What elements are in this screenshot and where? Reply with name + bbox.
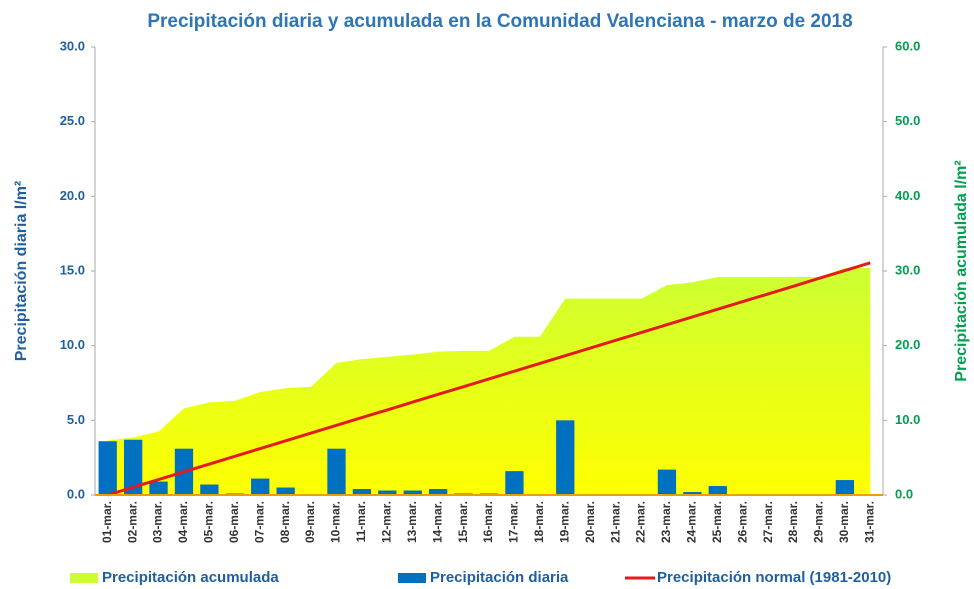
bar bbox=[327, 448, 346, 495]
y2-tick-label: 0.0 bbox=[895, 486, 913, 501]
bar bbox=[429, 489, 448, 495]
y-tick-label: 20.0 bbox=[60, 188, 85, 203]
x-tick-label: 30-mar. bbox=[837, 501, 851, 543]
y2-tick-label: 20.0 bbox=[895, 337, 920, 352]
legend-label: Precipitación normal (1981-2010) bbox=[657, 569, 891, 586]
x-tick-label: 11-mar. bbox=[354, 501, 368, 542]
x-tick-label: 15-mar. bbox=[456, 501, 470, 543]
bar bbox=[276, 487, 295, 495]
bar bbox=[200, 484, 219, 495]
bar bbox=[835, 480, 855, 495]
y2-axis-label: Precipitación acumulada l/m² bbox=[953, 160, 970, 381]
y-axis-label: Precipitación diaria l/m² bbox=[13, 181, 30, 362]
bar bbox=[98, 441, 117, 495]
x-tick-label: 13-mar. bbox=[405, 501, 419, 543]
x-tick-label: 27-mar. bbox=[761, 501, 775, 543]
bar bbox=[378, 490, 397, 495]
bar bbox=[683, 492, 702, 495]
bar bbox=[556, 420, 575, 495]
x-tick-label: 07-mar. bbox=[252, 501, 266, 543]
y2-tick-label: 40.0 bbox=[895, 188, 920, 203]
x-tick-label: 05-mar. bbox=[202, 501, 216, 543]
x-tick-label: 26-mar. bbox=[735, 501, 749, 543]
x-tick-label: 17-mar. bbox=[507, 501, 521, 543]
y-tick-label: 15.0 bbox=[60, 262, 85, 277]
bar bbox=[657, 469, 677, 495]
y2-tick-label: 10.0 bbox=[895, 412, 920, 427]
line bbox=[107, 261, 871, 497]
y2-tick-label: 50.0 bbox=[895, 113, 920, 128]
x-tick-label: 22-mar. bbox=[634, 501, 648, 543]
legend-swatch bbox=[70, 573, 98, 583]
bar bbox=[251, 478, 270, 495]
x-tick-label: 12-mar. bbox=[379, 501, 393, 543]
y-tick-label: 0.0 bbox=[67, 486, 85, 501]
legend-label: Precipitación acumulada bbox=[102, 569, 279, 586]
x-tick-label: 01-mar. bbox=[100, 501, 114, 543]
x-tick-label: 28-mar. bbox=[786, 501, 800, 543]
x-tick-label: 02-mar. bbox=[125, 501, 139, 543]
x-tick-label: 21-mar. bbox=[608, 501, 622, 543]
x-tick-label: 19-mar. bbox=[557, 501, 571, 543]
y-tick-label: 25.0 bbox=[60, 113, 85, 128]
y-tick-label: 10.0 bbox=[60, 337, 85, 352]
chart-title: Precipitación diaria y acumulada en la C… bbox=[147, 11, 852, 32]
x-tick-label: 18-mar. bbox=[532, 501, 546, 543]
bar bbox=[123, 439, 143, 495]
x-tick-label: 10-mar. bbox=[329, 501, 343, 543]
y2-tick-label: 30.0 bbox=[895, 262, 920, 277]
y-tick-label: 5.0 bbox=[67, 412, 85, 427]
y2-tick-label: 60.0 bbox=[895, 38, 920, 53]
x-tick-label: 20-mar. bbox=[583, 501, 597, 543]
x-tick-label: 03-mar. bbox=[151, 501, 165, 543]
x-tick-label: 16-mar. bbox=[481, 501, 495, 543]
legend-swatch bbox=[398, 573, 426, 583]
x-tick-label: 31-mar. bbox=[862, 501, 876, 543]
x-tick-label: 08-mar. bbox=[278, 501, 292, 543]
x-tick-label: 14-mar. bbox=[430, 501, 444, 543]
bar bbox=[708, 486, 727, 495]
x-tick-label: 25-mar. bbox=[710, 501, 724, 543]
bar bbox=[149, 481, 168, 495]
y-tick-label: 30.0 bbox=[60, 38, 85, 53]
x-tick-label: 06-mar. bbox=[227, 501, 241, 543]
bar bbox=[352, 489, 372, 495]
x-tick-label: 23-mar. bbox=[659, 501, 673, 543]
x-tick-label: 09-mar. bbox=[303, 501, 317, 543]
x-tick-label: 29-mar. bbox=[812, 501, 826, 543]
bar bbox=[505, 471, 524, 495]
x-tick-label: 04-mar. bbox=[176, 501, 190, 543]
x-tick-label: 24-mar. bbox=[685, 501, 699, 543]
legend-label: Precipitación diaria bbox=[430, 569, 569, 586]
bar bbox=[403, 490, 422, 495]
